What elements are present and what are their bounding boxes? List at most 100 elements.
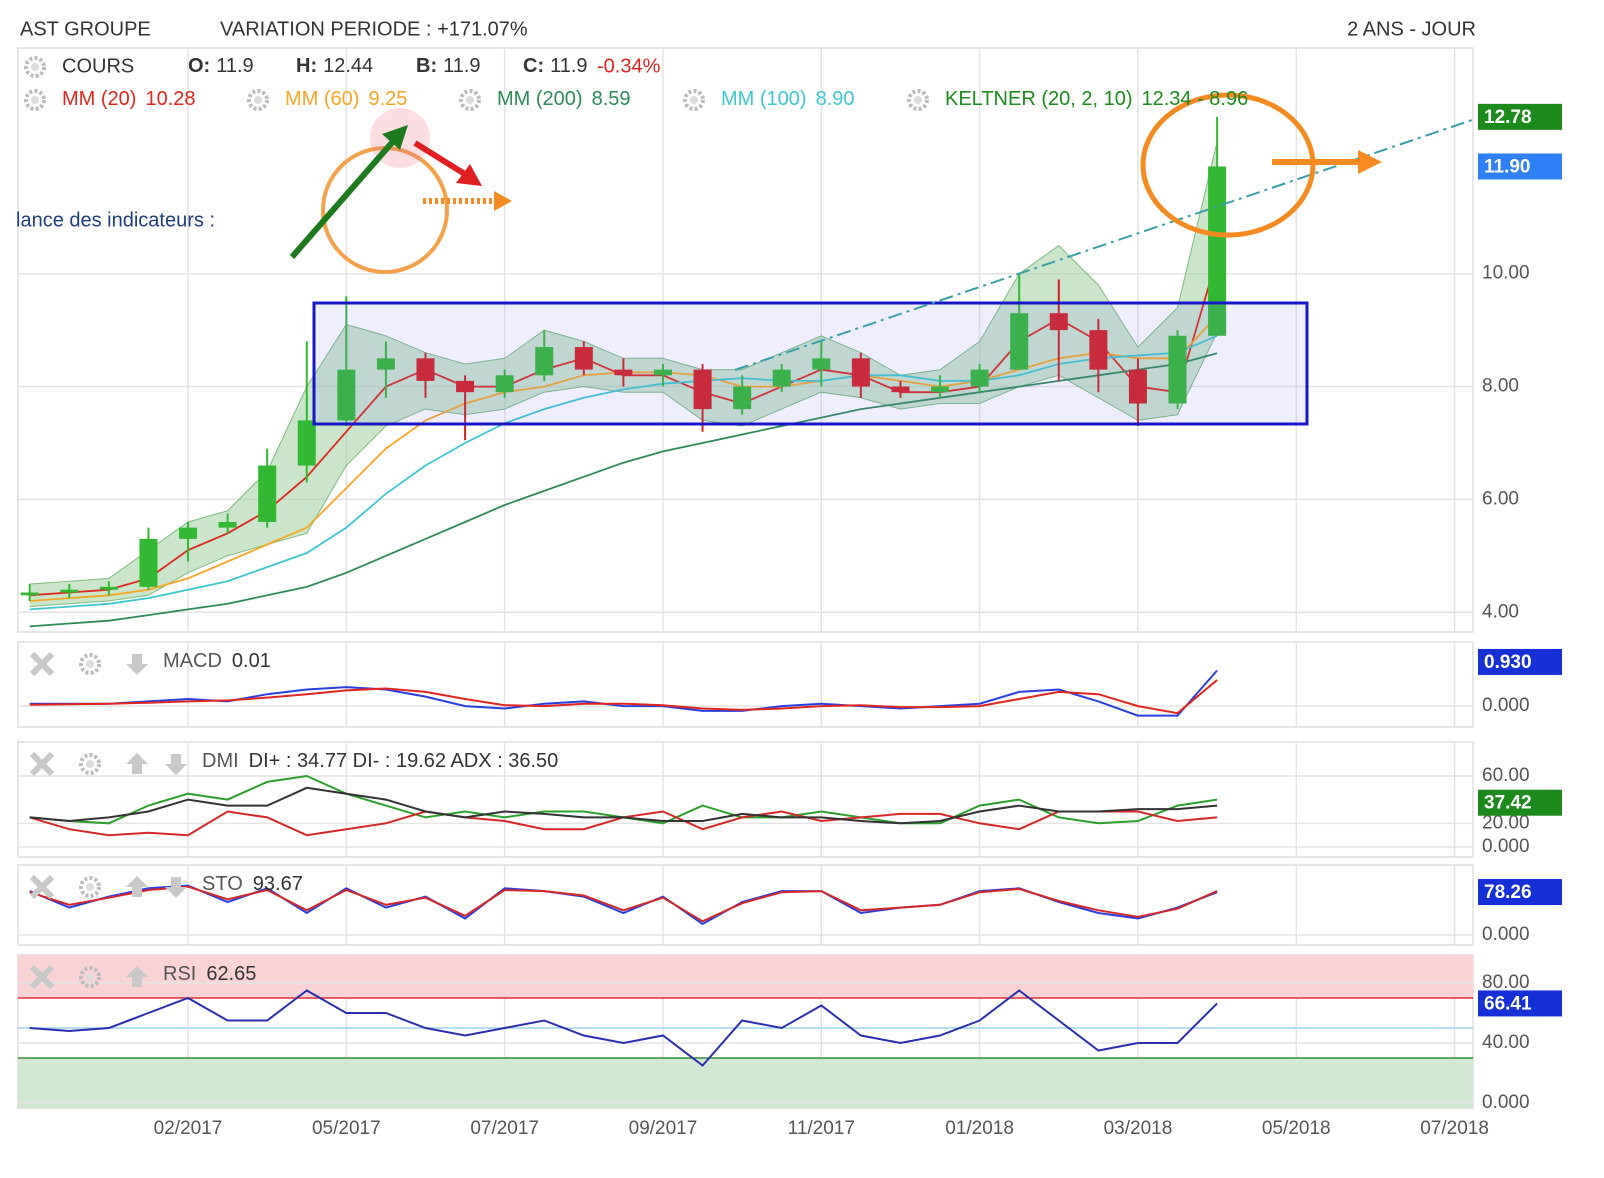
- zone: [18, 1058, 1473, 1108]
- legend-entry: MM (60) 9.25: [285, 88, 407, 110]
- settings-icon[interactable]: [24, 89, 46, 111]
- move-down-icon[interactable]: [165, 877, 187, 898]
- move-up-icon[interactable]: [126, 753, 148, 774]
- indicator-line: [29, 989, 1218, 1067]
- plot: 02/2017 05/2017 07/2017 09/2017 11/2017 01/20…: [18, 48, 1530, 1139]
- annotations: lance des indicateurs :: [16, 92, 1476, 426]
- indicator-legend: MACD 0.01: [163, 650, 271, 672]
- indicator-legend: DMI DI+ : 34.77 DI- : 19.62 ADX : 36.50: [202, 750, 558, 772]
- y-tick-label: 0.000: [1482, 1092, 1530, 1113]
- quote-item: H: 12.44: [296, 55, 373, 77]
- legends: 12.78 11.90 COURS O: 11.9 H: 12.44 B: 11.9 C: 11.9…: [24, 55, 1562, 1017]
- sto-panel: [17, 864, 1474, 946]
- x-tick-label: 11/2017: [788, 1118, 855, 1139]
- settings-icon[interactable]: [907, 89, 929, 111]
- legend-entry: MM (20) 10.28: [62, 88, 196, 110]
- candle-body: [258, 465, 277, 522]
- candle-body: [535, 347, 554, 376]
- candle-body: [772, 369, 791, 387]
- x-tick-label: 07/2018: [1420, 1118, 1489, 1139]
- candle-body: [60, 589, 79, 593]
- candle-body: [614, 369, 633, 376]
- arrow-head: [382, 125, 408, 150]
- settings-icon[interactable]: [79, 753, 101, 775]
- close-icon[interactable]: [29, 751, 55, 777]
- candle-body: [653, 369, 672, 376]
- settings-icon[interactable]: [683, 89, 705, 111]
- quote-value: 11.9: [550, 55, 587, 77]
- candle-body: [20, 592, 39, 596]
- title: AST GROUPE: [20, 18, 151, 40]
- settings-icon-core: [86, 760, 94, 768]
- indicator-name: DMI: [202, 750, 239, 772]
- candle-body: [337, 369, 356, 421]
- quote-value: 11.9: [216, 55, 253, 77]
- value-tag-label: 12.78: [1484, 107, 1532, 128]
- y-tick-label: 0.000: [1482, 695, 1530, 716]
- settings-icon[interactable]: [79, 876, 101, 898]
- candle-body: [297, 420, 316, 466]
- candle-body: [376, 358, 395, 370]
- legend-value: 8.59: [592, 88, 631, 110]
- settings-icon[interactable]: [24, 56, 46, 78]
- move-down-icon[interactable]: [165, 754, 187, 775]
- indicator-line: [29, 679, 1218, 715]
- y-tick-label: 6.00: [1482, 488, 1519, 509]
- y-tick-label: 40.00: [1482, 1032, 1530, 1053]
- value-tag-label: 66.41: [1484, 993, 1532, 1014]
- x-tick-label: 09/2017: [629, 1118, 698, 1139]
- move-down-icon[interactable]: [126, 654, 148, 675]
- value-tag: [1478, 648, 1562, 675]
- candle-body: [1089, 330, 1108, 370]
- x-tick-label: 01/2018: [945, 1118, 1014, 1139]
- legend-value: 8.90: [816, 88, 855, 110]
- zone: [18, 955, 1473, 999]
- legend-value: 12.34 - 8.96: [1141, 88, 1248, 110]
- settings-icon-core: [31, 96, 39, 104]
- move-up-icon[interactable]: [126, 876, 148, 897]
- indicator-line: [29, 786, 1218, 825]
- settings-icon-core: [86, 660, 94, 668]
- settings-icon[interactable]: [79, 653, 101, 675]
- close-icon[interactable]: [29, 651, 55, 677]
- y-tick-label: 10.00: [1482, 263, 1530, 284]
- candle-body: [456, 380, 475, 393]
- legend-name: KELTNER (20, 2, 10): [945, 88, 1132, 110]
- quote-value: 12.44: [323, 55, 373, 77]
- legend-value: 10.28: [145, 88, 195, 110]
- y-tick-label: 0.000: [1482, 836, 1530, 857]
- x-tick-label: 02/2017: [154, 1118, 223, 1139]
- legend-entry: KELTNER (20, 2, 10) 12.34 - 8.96: [945, 88, 1248, 110]
- variation: VARIATION PERIODE : +171.07%: [220, 18, 528, 40]
- candle-body: [574, 347, 593, 370]
- settings-icon[interactable]: [459, 89, 481, 111]
- settings-icon[interactable]: [79, 966, 101, 988]
- x-tick-label: 07/2017: [470, 1118, 539, 1139]
- value-tag: [1478, 990, 1562, 1017]
- arrow-head: [456, 164, 482, 186]
- value-tag: [1478, 103, 1562, 130]
- moving-average: [29, 352, 1218, 628]
- indicator-value: 62.65: [206, 963, 256, 985]
- close-icon[interactable]: [29, 964, 55, 990]
- move-up-icon[interactable]: [126, 966, 148, 987]
- annotation-text: lance des indicateurs :: [16, 209, 215, 231]
- indicator-name: RSI: [163, 963, 196, 985]
- settings-icon-core: [254, 96, 262, 104]
- quote-item: B: 11.9: [416, 55, 481, 77]
- settings-icon-core: [914, 96, 922, 104]
- settings-icon-core: [690, 96, 698, 104]
- macd-panel: [17, 641, 1474, 728]
- arrow-down: [413, 140, 470, 179]
- legend-name: MM (200): [497, 88, 583, 110]
- value-tag: [1478, 789, 1562, 816]
- candle-body: [1168, 335, 1187, 404]
- value-tag: [1478, 153, 1562, 180]
- legend-value: 9.25: [368, 88, 407, 110]
- settings-icon-core: [31, 63, 39, 71]
- settings-icon[interactable]: [247, 89, 269, 111]
- candle-body: [891, 386, 910, 393]
- close-icon[interactable]: [29, 874, 55, 900]
- legend-name: MM (20): [62, 88, 136, 110]
- candle-body: [218, 521, 237, 528]
